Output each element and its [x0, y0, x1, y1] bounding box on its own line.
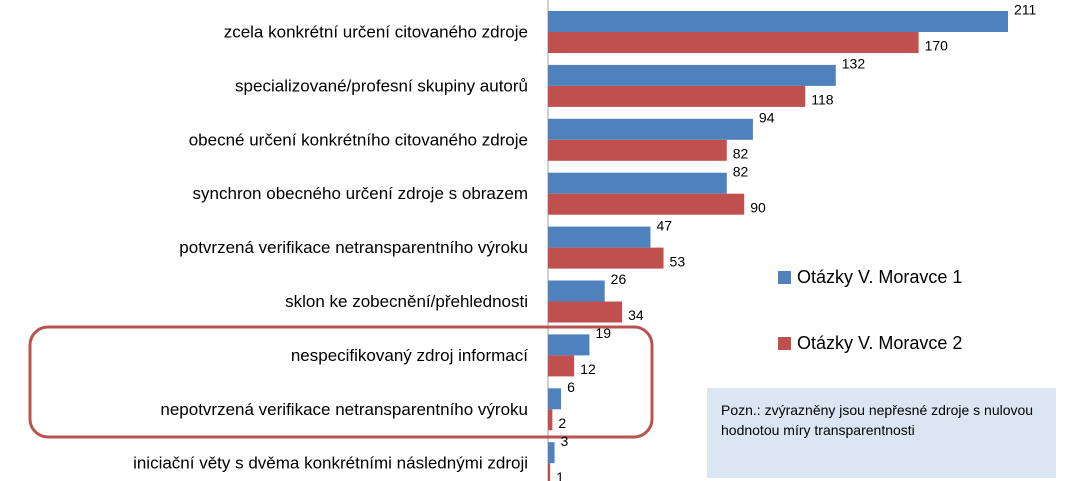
bar — [548, 442, 555, 464]
bar — [548, 334, 590, 356]
category-label: sklon ke zobecnění/přehlednosti — [285, 292, 528, 311]
note: Pozn.: zvýrazněny jsou nepřesné zdroje s… — [707, 388, 1056, 478]
value-label: 3 — [561, 433, 569, 449]
value-label: 211 — [1014, 2, 1037, 18]
bar — [548, 247, 664, 269]
value-label: 47 — [656, 217, 672, 233]
value-label: 118 — [811, 92, 834, 108]
value-label: 6 — [567, 379, 575, 395]
bar — [548, 118, 753, 140]
value-label: 170 — [925, 38, 949, 54]
value-label: 12 — [580, 361, 596, 377]
bar — [548, 409, 553, 431]
category-label: iniciační věty s dvěma konkrétními násle… — [133, 454, 528, 473]
legend-swatch — [778, 271, 791, 284]
bar — [548, 463, 551, 481]
value-label: 19 — [595, 325, 611, 341]
bar — [548, 139, 727, 161]
bar — [548, 280, 605, 302]
category-label: nespecifikovaný zdroj informací — [291, 346, 528, 365]
value-label: 34 — [628, 307, 644, 323]
category-label: specializované/profesní skupiny autorů — [235, 76, 528, 95]
category-label: obecné určení konkrétního citovaného zdr… — [189, 130, 528, 149]
category-label: zcela konkrétní určení citovaného zdroje — [224, 22, 528, 41]
bar — [548, 11, 1008, 32]
value-label: 82 — [733, 146, 749, 162]
value-label: 26 — [611, 271, 627, 287]
bar — [548, 388, 562, 410]
legend-label: Otázky V. Moravce 1 — [797, 267, 962, 287]
category-label: synchron obecného určení zdroje s obraze… — [193, 184, 528, 203]
value-label: 53 — [670, 253, 686, 269]
bar — [548, 32, 919, 53]
category-label: potvrzená verifikace netransparentního v… — [179, 238, 528, 257]
bar — [548, 85, 806, 107]
value-label: 2 — [558, 415, 566, 431]
legend-label: Otázky V. Moravce 2 — [797, 333, 962, 353]
highlight-box — [28, 325, 654, 439]
bar — [548, 301, 623, 323]
bar — [548, 172, 727, 194]
value-label: 132 — [842, 56, 866, 72]
legend-swatch — [778, 337, 791, 350]
value-label: 94 — [759, 110, 775, 126]
category-label: nepotvrzená verifikace netransparentního… — [160, 400, 528, 419]
bar — [548, 355, 575, 377]
value-label: 1 — [556, 469, 564, 481]
bar — [548, 226, 651, 248]
value-label: 90 — [750, 199, 766, 215]
value-label: 82 — [733, 163, 749, 179]
bar — [548, 193, 745, 215]
bar — [548, 64, 836, 86]
